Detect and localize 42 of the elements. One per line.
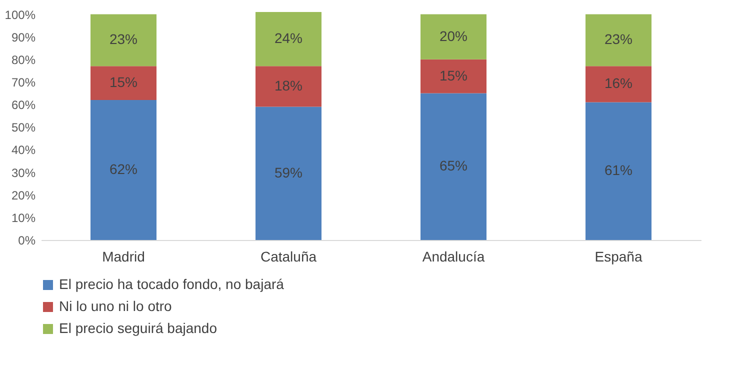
bar: [586, 14, 652, 66]
y-tick-label: 100%: [4, 8, 36, 22]
data-label: 23%: [109, 31, 138, 48]
data-label: 15%: [439, 67, 468, 84]
y-tick-label: 60%: [11, 98, 36, 112]
legend-label: El precio ha tocado fondo, no bajará: [59, 276, 284, 292]
data-label: 24%: [274, 30, 303, 46]
data-label: 61%: [604, 162, 633, 178]
y-tick-label: 80%: [11, 52, 36, 67]
data-label: 16%: [604, 75, 633, 92]
data-label: 65%: [439, 158, 468, 174]
data-label: 20%: [439, 28, 468, 44]
x-tick-label: Madrid: [102, 248, 145, 264]
data-label: 23%: [604, 31, 633, 48]
x-tick-label: Andalucía: [422, 248, 485, 264]
y-tick-label: 10%: [11, 210, 36, 225]
y-tick-label: 30%: [11, 166, 36, 180]
y-tick-label: 90%: [11, 30, 36, 44]
y-tick-label: 40%: [11, 143, 36, 158]
y-tick-label: 50%: [11, 120, 36, 135]
data-label: 59%: [274, 164, 303, 180]
bar: [90, 66, 156, 100]
x-tick-label: Cataluña: [260, 248, 317, 264]
y-tick-label: 0%: [18, 234, 36, 248]
bar: [420, 93, 486, 240]
x-tick-label: España: [594, 248, 642, 264]
bar: [256, 66, 322, 107]
bar: [586, 66, 652, 102]
y-tick-label: 70%: [11, 75, 36, 90]
bar: [420, 14, 486, 60]
legend-label: Ni lo uno ni lo otro: [59, 298, 172, 314]
bar: [256, 12, 322, 66]
y-tick-label: 20%: [11, 188, 36, 202]
bar: [586, 102, 652, 240]
data-label: 15%: [109, 74, 138, 90]
bar: [90, 14, 156, 66]
bar: [420, 59, 486, 94]
legend-label: El precio seguirá bajando: [59, 320, 218, 336]
bar: [256, 106, 322, 240]
bar: [90, 100, 156, 240]
data-label: 18%: [274, 77, 303, 94]
data-label: 62%: [109, 161, 138, 178]
